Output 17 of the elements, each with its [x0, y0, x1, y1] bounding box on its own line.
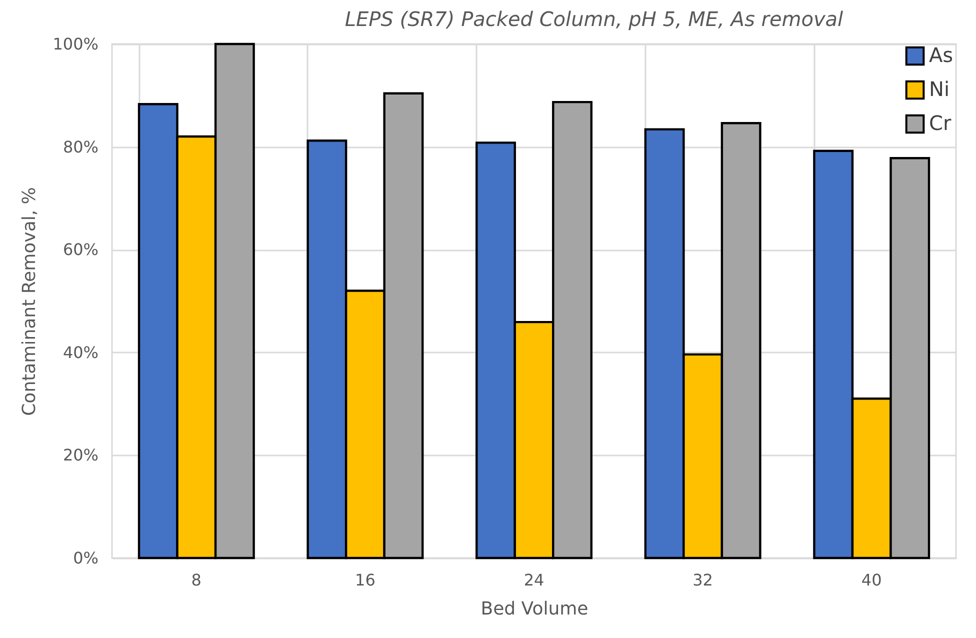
- chart-title: LEPS (SR7) Packed Column, pH 5, ME, As removal: [344, 7, 844, 31]
- y-tick-label: 40%: [62, 342, 98, 362]
- y-tick-label: 80%: [62, 137, 98, 156]
- y-axis-title: Contaminant Removal, %: [18, 187, 40, 416]
- x-axis-title: Bed Volume: [480, 598, 588, 620]
- y-tick-label: 100%: [52, 34, 98, 54]
- legend-label: Ni: [929, 77, 950, 101]
- x-tick-label: 8: [191, 570, 202, 590]
- legend-label: As: [929, 43, 954, 67]
- x-tick-label: 16: [355, 570, 376, 590]
- y-tick-label: 60%: [62, 240, 98, 260]
- legend-label: Cr: [929, 111, 952, 135]
- y-tick-label: 20%: [62, 446, 98, 465]
- x-tick-label: 24: [524, 570, 544, 590]
- x-tick-label: 32: [692, 570, 713, 590]
- y-tick-label: 0%: [73, 548, 98, 568]
- x-tick-label: 40: [861, 570, 882, 590]
